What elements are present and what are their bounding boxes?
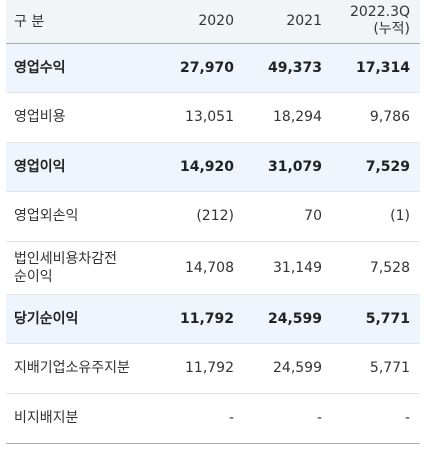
table-row-operating-revenue: 영업수익 27,970 49,373 17,314 xyxy=(6,43,420,92)
header-2022-3q-label: 2022.3Q xyxy=(349,4,410,21)
header-2020: 2020 xyxy=(198,13,234,30)
table-row-non-operating: 영업외손익 (212) 70 (1) xyxy=(6,191,420,241)
cell-2022: 9,786 xyxy=(369,109,410,125)
cell-2022: 7,528 xyxy=(369,259,410,276)
cell-2020: 14,708 xyxy=(185,259,234,276)
cell-2020: 14,920 xyxy=(179,158,234,175)
cell-2020: - xyxy=(228,410,234,426)
row-label: 지배기업소유주지분 xyxy=(14,360,130,376)
financial-table-container: 구 분 2020 2021 2022.3Q (누적) 영업수익 27,970 4… xyxy=(6,0,420,444)
row-label: 법인세비용차감전 순이익 xyxy=(6,241,156,294)
row-label: 영업외손익 xyxy=(14,208,79,224)
row-label: 비지배지분 xyxy=(14,410,79,426)
header-2022-3q-cumulative: (누적) xyxy=(373,21,410,38)
cell-2021: 31,079 xyxy=(267,158,322,175)
header-row: 구 분 2020 2021 2022.3Q (누적) xyxy=(6,0,420,43)
row-label-line1: 법인세비용차감전 xyxy=(14,250,118,267)
cell-2020: 27,970 xyxy=(179,59,234,76)
cell-2020: (212) xyxy=(196,208,234,224)
cell-2020: 11,792 xyxy=(185,360,234,376)
table-row-operating-income: 영업이익 14,920 31,079 7,529 xyxy=(6,142,420,191)
cell-2021: 70 xyxy=(304,208,322,224)
cell-2020: 11,792 xyxy=(179,310,234,327)
table-row-net-income: 당기순이익 11,792 24,599 5,771 xyxy=(6,294,420,343)
table-row-non-controlling-interest: 비지배지분 - - - xyxy=(6,393,420,443)
table-row-pretax-income: 법인세비용차감전 순이익 14,708 31,149 7,528 xyxy=(6,241,420,294)
table-row-controlling-interest: 지배기업소유주지분 11,792 24,599 5,771 xyxy=(6,343,420,393)
row-label: 영업이익 xyxy=(14,158,66,175)
cell-2021: 24,599 xyxy=(267,310,322,327)
header-2022-3q: 2022.3Q (누적) xyxy=(332,0,420,43)
table-row-operating-expenses: 영업비용 13,051 18,294 9,786 xyxy=(6,92,420,142)
cell-2022: (1) xyxy=(390,208,410,224)
cell-2022: - xyxy=(404,410,410,426)
cell-2022: 5,771 xyxy=(369,360,410,376)
table-body: 영업수익 27,970 49,373 17,314 영업비용 13,051 18… xyxy=(6,43,420,443)
row-label: 영업수익 xyxy=(14,59,66,76)
cell-2020: 13,051 xyxy=(185,109,234,125)
cell-2021: 31,149 xyxy=(273,259,322,276)
cell-2021: 18,294 xyxy=(273,109,322,125)
row-label-line2: 순이익 xyxy=(14,268,53,285)
table-header: 구 분 2020 2021 2022.3Q (누적) xyxy=(6,0,420,43)
cell-2022: 7,529 xyxy=(365,158,410,175)
cell-2021: 24,599 xyxy=(273,360,322,376)
header-2021: 2021 xyxy=(286,13,322,30)
row-label: 영업비용 xyxy=(14,109,66,125)
cell-2021: - xyxy=(316,410,322,426)
row-label: 당기순이익 xyxy=(14,310,79,327)
financial-summary-table: 구 분 2020 2021 2022.3Q (누적) 영업수익 27,970 4… xyxy=(6,0,420,444)
cell-2022: 17,314 xyxy=(355,59,410,76)
cell-2021: 49,373 xyxy=(267,59,322,76)
header-category: 구 분 xyxy=(14,14,45,31)
cell-2022: 5,771 xyxy=(365,310,410,327)
